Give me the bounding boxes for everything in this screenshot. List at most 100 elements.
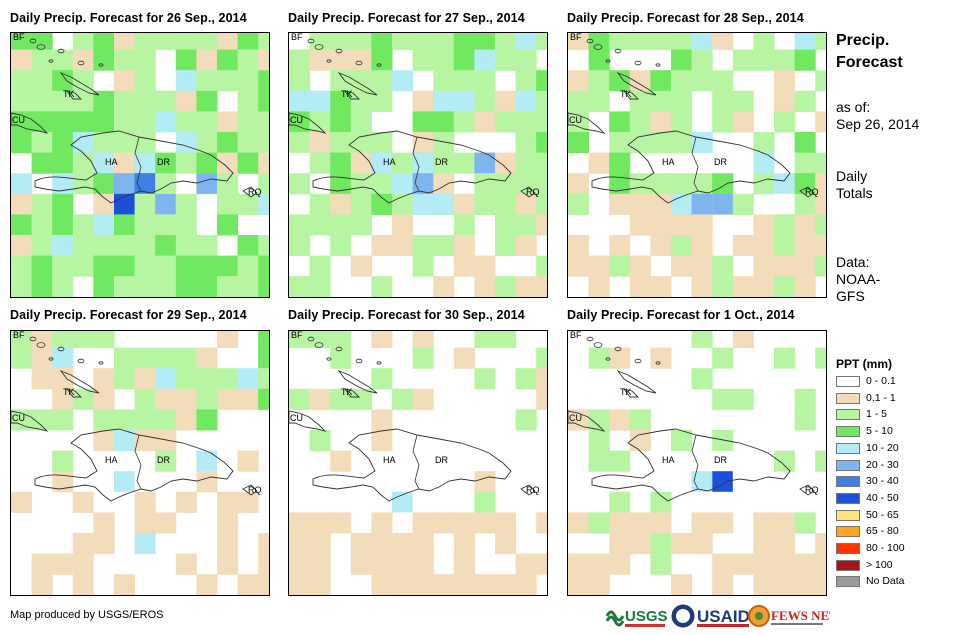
map-label-cu: CU (569, 413, 582, 423)
legend-label: 0 - 0.1 (866, 375, 896, 387)
map-label-tk: TK (341, 387, 353, 397)
usaid-logo: USAID (671, 604, 750, 628)
totals-line1: Daily (836, 168, 868, 184)
map-label-ha: HA (105, 157, 118, 167)
credit-text: Map produced by USGS/EROS (10, 609, 164, 621)
map-label-tk: TK (63, 387, 75, 397)
legend-label: 30 - 40 (866, 475, 899, 488)
forecast-map-29-sep: BF CU TK HA DR RQ (10, 330, 270, 596)
side-title-line2: Forecast (836, 54, 903, 71)
map-label-dr: DR (435, 157, 448, 167)
legend-label: 0.1 - 1 (866, 391, 896, 404)
map-label-dr: DR (714, 157, 727, 167)
legend-title: PPT (mm) (836, 357, 893, 371)
data-source-line1: Data: (836, 254, 870, 270)
legend-swatch (836, 576, 860, 588)
map-label-bf: BF (291, 330, 303, 340)
map-label-bf: BF (13, 32, 25, 42)
map-label-cu: CU (290, 115, 303, 125)
map-label-rq: RQ (248, 187, 262, 197)
panel-title-5: Daily Precip. Forecast for 30 Sep., 2014 (288, 308, 525, 322)
map-label-cu: CU (290, 413, 303, 423)
map-label-rq: RQ (248, 485, 262, 495)
panel-title-1: Daily Precip. Forecast for 26 Sep., 2014 (10, 11, 247, 25)
panel-title-4: Daily Precip. Forecast for 29 Sep., 2014 (10, 308, 247, 322)
legend-label: 10 - 20 (866, 441, 899, 454)
map-label-ha: HA (383, 157, 396, 167)
panel-title-6: Daily Precip. Forecast for 1 Oct., 2014 (567, 308, 795, 322)
legend-swatch (836, 426, 860, 438)
map-label-dr: DR (157, 157, 170, 167)
legend-swatch (836, 459, 860, 471)
map-label-dr: DR (435, 455, 448, 465)
precip-grid (11, 331, 269, 595)
side-title: Precip. Forecast (836, 30, 903, 74)
precip-grid (289, 331, 547, 595)
data-source-text: Data: NOAA- GFS (836, 254, 880, 305)
legend-swatch (836, 509, 860, 521)
map-label-dr: DR (157, 455, 170, 465)
svg-text:USAID: USAID (697, 607, 750, 626)
forecast-map-26-sep: BF CU TK HA DR RQ (10, 32, 270, 298)
map-label-ha: HA (105, 455, 118, 465)
svg-text:FEWS NET: FEWS NET (771, 608, 830, 623)
precip-grid (289, 33, 547, 297)
map-label-cu: CU (569, 115, 582, 125)
legend-swatch (836, 376, 860, 387)
partner-logos-svg: USGS USAID FEWS NET (605, 604, 838, 628)
map-label-rq: RQ (805, 485, 819, 495)
partner-logos: USGS USAID FEWS NET (605, 602, 838, 630)
legend-swatch (836, 492, 860, 504)
fewsnet-logo: FEWS NET (748, 605, 838, 627)
map-label-ha: HA (662, 455, 675, 465)
legend-label: 65 - 80 (866, 525, 899, 538)
map-label-ha: HA (662, 157, 675, 167)
legend-swatch (836, 392, 860, 404)
legend-label: 1 - 5 (866, 408, 888, 421)
map-label-tk: TK (341, 89, 353, 99)
map-label-cu: CU (12, 413, 25, 423)
precip-grid (568, 331, 826, 595)
panel-title-2: Daily Precip. Forecast for 27 Sep., 2014 (288, 11, 525, 25)
map-label-cu: CU (12, 115, 25, 125)
map-label-bf: BF (570, 32, 582, 42)
legend-swatch (836, 543, 860, 554)
forecast-map-28-sep: BF CU TK HA DR RQ (567, 32, 827, 298)
map-label-tk: TK (620, 387, 632, 397)
forecast-map-30-sep: BF CU TK HA DR RQ (288, 330, 548, 596)
map-label-rq: RQ (526, 485, 540, 495)
forecast-map-1-oct: BF CU TK HA DR RQ (567, 330, 827, 596)
legend-label: 40 - 50 (866, 491, 899, 504)
legend-swatch (836, 526, 860, 538)
map-label-rq: RQ (526, 187, 540, 197)
legend-swatch (836, 442, 860, 454)
map-label-tk: TK (63, 89, 75, 99)
map-label-ha: HA (383, 455, 396, 465)
map-label-bf: BF (570, 330, 582, 340)
data-source-line2: NOAA- (836, 271, 881, 287)
legend-swatch (836, 409, 860, 421)
precip-grid (11, 33, 269, 297)
svg-text:USGS: USGS (625, 608, 668, 625)
legend-label: 50 - 65 (866, 508, 899, 521)
usgs-logo: USGS (605, 608, 668, 627)
map-label-tk: TK (620, 89, 632, 99)
panel-title-3: Daily Precip. Forecast for 28 Sep., 2014 (567, 11, 804, 25)
map-label-dr: DR (714, 455, 727, 465)
as-of-label: as of: (836, 99, 871, 115)
totals-line2: Totals (836, 185, 873, 201)
legend-label: > 100 (866, 558, 893, 571)
legend-swatch (836, 476, 860, 488)
as-of-date: Sep 26, 2014 (836, 116, 920, 132)
precip-grid (568, 33, 826, 297)
legend-label: No Data (866, 575, 905, 588)
legend-swatch (836, 559, 860, 571)
map-label-bf: BF (291, 32, 303, 42)
legend-label: 80 - 100 (866, 542, 905, 554)
as-of-text: as of: Sep 26, 2014 (836, 99, 919, 133)
side-title-line1: Precip. (836, 32, 890, 49)
legend-label: 5 - 10 (866, 425, 893, 438)
data-source-line3: GFS (836, 288, 865, 304)
totals-text: Daily Totals (836, 168, 873, 202)
map-label-rq: RQ (805, 187, 819, 197)
